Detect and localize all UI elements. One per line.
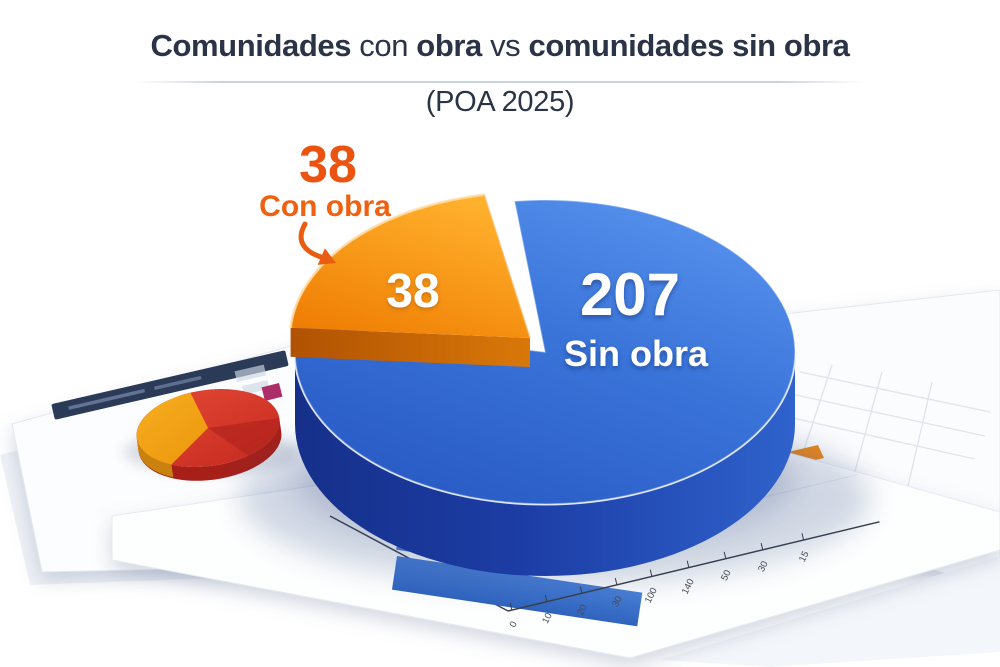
- title-segment: obra: [416, 28, 482, 63]
- bar-chart-tick-labels: 0 10 20 30 100 140 50 30 15: [508, 550, 812, 630]
- title-segment: con: [351, 28, 417, 63]
- blue-slice-side: [295, 352, 795, 576]
- orange-slice-top: [290, 194, 530, 338]
- callout-label: Con obra: [259, 190, 391, 223]
- callout-arrow-curve: [298, 221, 324, 260]
- mini-pie-chart: [136, 389, 282, 481]
- chart-subtitle: (POA 2025): [425, 86, 575, 118]
- left-paper-table-cells: [234, 364, 270, 395]
- right-paper-gridlines: [765, 364, 991, 496]
- mini-pie-red-shade: [208, 417, 280, 456]
- axis-tick-label: 20: [575, 603, 590, 617]
- mini-pie-yellow-slice: [136, 392, 208, 465]
- pie-slice-sin-obra: [293, 199, 797, 576]
- pie-slice-con-obra: [289, 193, 531, 367]
- title-segment: vs: [481, 28, 529, 63]
- title-segment: comunidades sin obra: [528, 28, 850, 63]
- banner-text-placeholder: [153, 375, 202, 391]
- axis-tick-label: 15: [797, 550, 812, 564]
- blue-slice-top: [294, 199, 796, 505]
- mini-pie-red-side: [136, 417, 282, 481]
- orange-slice-rim-highlight: [289, 193, 485, 328]
- banner-text-placeholder: [68, 388, 146, 410]
- bottom-paper-under-sheet: [660, 556, 1000, 667]
- page-title: Comunidades con obra vs comunidades sin …: [0, 28, 1000, 64]
- blue-slice-name-label: Sin obra: [564, 333, 709, 374]
- orange-slice-value-label: 38: [386, 265, 439, 318]
- orange-slice-side: [290, 327, 530, 367]
- axis-tick-label: 10: [540, 611, 555, 625]
- axis-tick-label: 0: [508, 620, 520, 630]
- title-segment: Comunidades: [150, 28, 352, 63]
- callout-value: 38: [299, 136, 357, 194]
- left-paper-banner: [51, 350, 289, 420]
- orange-slice-edge-highlight: [483, 194, 531, 339]
- callout-arrow-head: [317, 248, 336, 265]
- blue-slice-value-label: 207: [580, 261, 680, 328]
- axis-tick-label: 30: [610, 594, 625, 608]
- mini-pie-yellow-side: [136, 438, 174, 478]
- con-obra-callout: 38 Con obra: [259, 136, 391, 265]
- magenta-accent-square: [261, 383, 283, 401]
- title-divider: [135, 81, 865, 83]
